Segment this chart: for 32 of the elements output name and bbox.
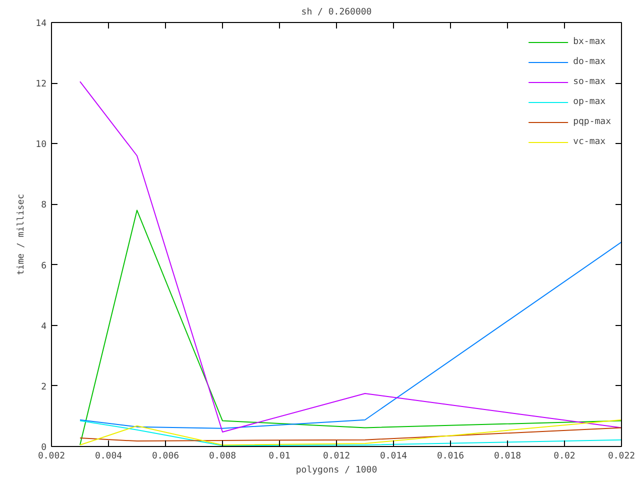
chart-title: sh / 0.260000 bbox=[301, 8, 372, 18]
y-tick-label: 0 bbox=[41, 443, 47, 453]
y-tick-label: 4 bbox=[41, 322, 47, 332]
x-tick-label: 0.012 bbox=[322, 452, 350, 462]
x-tick-label: 0.02 bbox=[554, 452, 576, 462]
legend-label: bx-max bbox=[573, 37, 606, 47]
y-tick-label: 12 bbox=[36, 80, 47, 90]
y-tick-label: 14 bbox=[36, 19, 47, 29]
x-tick-label: 0.01 bbox=[268, 452, 290, 462]
y-axis-title: time / millisec bbox=[16, 194, 27, 276]
legend-label: vc-max bbox=[573, 137, 606, 147]
legend-label: do-max bbox=[573, 57, 606, 67]
line-series bbox=[80, 242, 622, 429]
legend-label: op-max bbox=[573, 97, 606, 107]
y-tick-label: 8 bbox=[41, 200, 47, 211]
x-tick-label: 0.006 bbox=[152, 452, 180, 462]
x-tick-label: 0.016 bbox=[436, 452, 464, 462]
x-tick-label: 0.004 bbox=[94, 452, 122, 462]
legend-label: pqp-max bbox=[573, 117, 611, 127]
x-tick-label: 0.002 bbox=[38, 452, 66, 462]
x-tick-label: 0.008 bbox=[208, 452, 236, 462]
line-series bbox=[80, 427, 622, 442]
legend-label: so-max bbox=[573, 77, 606, 87]
x-tick-label: 0.014 bbox=[380, 452, 408, 462]
x-tick-label: 0.022 bbox=[608, 452, 636, 462]
line-series bbox=[80, 81, 622, 432]
y-tick-label: 10 bbox=[36, 140, 47, 150]
line-series bbox=[80, 210, 622, 446]
x-tick-label: 0.018 bbox=[494, 452, 522, 462]
x-axis-title: polygons / 1000 bbox=[296, 466, 378, 476]
y-tick-label: 2 bbox=[41, 382, 47, 392]
y-tick-label: 6 bbox=[41, 261, 47, 272]
